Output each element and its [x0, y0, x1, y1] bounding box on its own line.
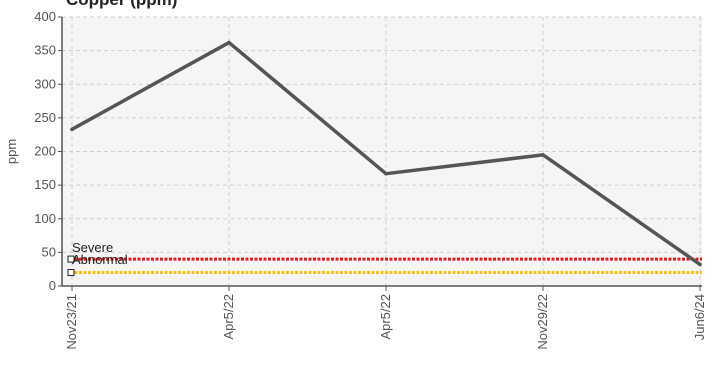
x-tick-label: Apr5/22: [221, 294, 236, 340]
y-tick-label: 150: [34, 177, 56, 192]
data-point: [698, 262, 702, 267]
x-tick-label: Jun6/24: [692, 294, 707, 340]
y-tick-label: 400: [34, 9, 56, 24]
threshold-marker-severe: [67, 255, 75, 263]
y-tick-label: 0: [49, 278, 56, 293]
y-tick-label: 350: [34, 43, 56, 58]
y-tick-label: 300: [34, 76, 56, 91]
data-point: [227, 40, 231, 45]
x-tick-label: Apr5/22: [378, 294, 393, 340]
y-tick-label: 50: [42, 244, 56, 259]
x-tick-label: Nov29/22: [535, 294, 550, 350]
x-tick-label: Nov23/21: [64, 294, 79, 350]
chart-title: Copper (ppm): [66, 0, 177, 10]
data-point: [70, 127, 74, 132]
data-point: [541, 153, 545, 157]
y-tick-label: 250: [34, 110, 56, 125]
y-axis-label: ppm: [4, 139, 19, 164]
threshold-label-abnormal: Abnormal: [72, 252, 128, 267]
plot-background: [62, 17, 702, 286]
threshold-marker-abnormal: [67, 269, 75, 277]
y-tick-label: 200: [34, 144, 56, 159]
threshold-label-severe: Severe: [72, 240, 113, 255]
data-point: [384, 171, 388, 176]
y-tick-label: 100: [34, 211, 56, 226]
